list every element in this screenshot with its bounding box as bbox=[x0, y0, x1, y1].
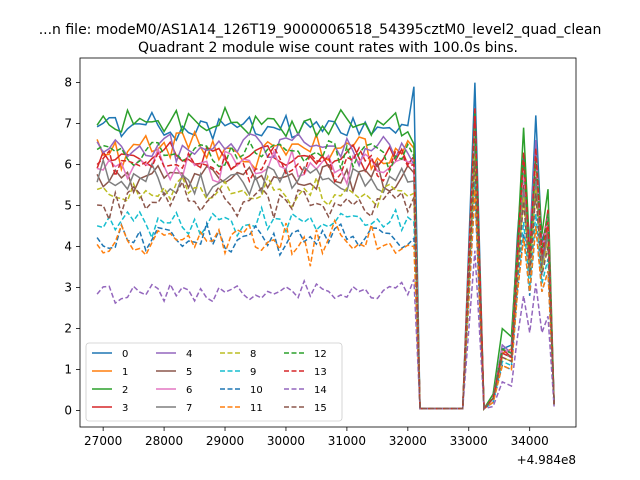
y-tick-label: 3 bbox=[64, 281, 72, 295]
legend-label-15: 15 bbox=[314, 403, 327, 414]
series-line-8 bbox=[96, 156, 555, 411]
legend-label-11: 11 bbox=[250, 403, 263, 414]
chart-title: Quadrant 2 module wise count rates with … bbox=[138, 40, 518, 56]
y-tick-label: 5 bbox=[64, 199, 72, 213]
y-tick-label: 8 bbox=[64, 76, 72, 90]
x-tick-label: 30000 bbox=[267, 434, 305, 448]
series-line-11 bbox=[96, 189, 555, 410]
legend-label-10: 10 bbox=[250, 385, 263, 396]
x-axis: 27000 28000 29000 30000 31000 32000 33000 34000 bbox=[84, 427, 549, 448]
y-axis: 0 1 2 3 4 5 6 7 8 bbox=[64, 76, 80, 418]
y-tick-label: 1 bbox=[64, 363, 72, 377]
legend-frame bbox=[85, 342, 343, 422]
legend-label-12: 12 bbox=[314, 349, 327, 360]
x-tick-label: 32000 bbox=[389, 434, 427, 448]
legend-label-6: 6 bbox=[186, 385, 192, 396]
x-tick-label: 28000 bbox=[145, 434, 183, 448]
x-tick-label: 33000 bbox=[450, 434, 488, 448]
x-axis-offset-label: +4.984e8 bbox=[517, 453, 576, 467]
x-tick-label: 27000 bbox=[84, 434, 122, 448]
legend-label-13: 13 bbox=[314, 367, 327, 378]
y-tick-label: 6 bbox=[64, 158, 72, 172]
legend-label-1: 1 bbox=[122, 367, 128, 378]
legend-label-9: 9 bbox=[250, 367, 256, 378]
series-line-14 bbox=[96, 250, 555, 410]
y-tick-label: 0 bbox=[64, 404, 72, 418]
legend-label-14: 14 bbox=[314, 385, 327, 396]
x-tick-label: 34000 bbox=[511, 434, 549, 448]
plot-area bbox=[96, 82, 555, 412]
y-tick-label: 7 bbox=[64, 117, 72, 131]
figure-suptitle: ...n file: modeM0/AS1A14_126T19_90000065… bbox=[39, 22, 602, 38]
series-line-15 bbox=[97, 160, 555, 411]
series-line-9 bbox=[96, 180, 555, 410]
y-tick-label: 4 bbox=[64, 240, 72, 254]
legend-label-2: 2 bbox=[122, 385, 128, 396]
legend-label-3: 3 bbox=[122, 403, 128, 414]
axes-frame bbox=[79, 57, 577, 428]
series-line-12 bbox=[96, 123, 555, 411]
legend-label-0: 0 bbox=[122, 349, 128, 360]
y-tick-label: 2 bbox=[64, 322, 72, 336]
x-tick-label: 31000 bbox=[328, 434, 366, 448]
legend-label-4: 4 bbox=[186, 349, 192, 360]
legend-label-8: 8 bbox=[250, 349, 256, 360]
series-line-13 bbox=[96, 107, 555, 411]
x-tick-label: 29000 bbox=[206, 434, 244, 448]
legend-label-5: 5 bbox=[186, 367, 192, 378]
legend-label-7: 7 bbox=[186, 403, 192, 414]
